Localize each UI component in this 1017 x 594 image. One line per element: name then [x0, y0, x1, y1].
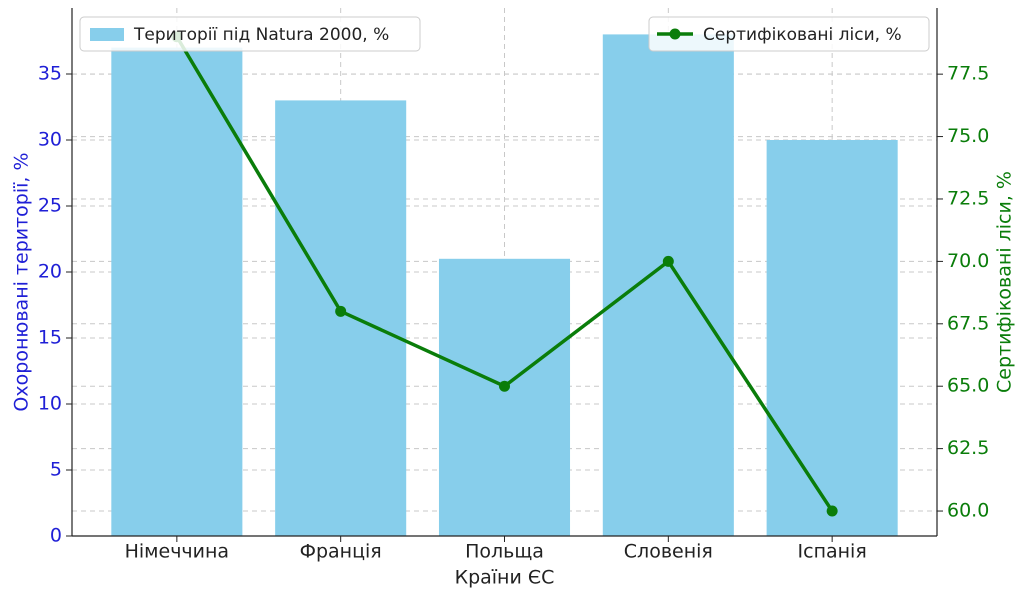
bar [275, 100, 407, 537]
bar [602, 34, 734, 537]
y2-axis-label: Сертифіковані ліси, % [994, 171, 1016, 393]
y-tick-label: 15 [38, 327, 62, 349]
legend-swatch [90, 28, 124, 41]
bar [111, 47, 243, 536]
legend: Сертифіковані ліси, % [648, 16, 930, 52]
y-tick-label: 35 [38, 63, 62, 85]
y2-tick-label: 72.5 [947, 187, 989, 209]
legend-swatch [669, 28, 681, 40]
y-tick-label: 10 [38, 393, 62, 415]
legend: Території під Natura 2000, % [79, 16, 421, 52]
x-tick-label: Словенія [624, 541, 713, 563]
x-tick-label: Франція [300, 541, 382, 563]
y-tick-label: 25 [38, 195, 62, 217]
x-tick-label: Польща [465, 541, 544, 563]
y-axis-label: Охоронювані території, % [11, 152, 33, 411]
x-tick-label: Німеччина [125, 541, 229, 563]
x-axis-label: Країни ЄС [455, 567, 555, 589]
x-tick-label: Іспанія [798, 541, 867, 563]
legend-box [79, 16, 421, 52]
legend-label: Території під Natura 2000, % [133, 25, 389, 45]
point [826, 505, 838, 517]
point [499, 380, 510, 392]
y2-tick-label: 75.0 [947, 125, 989, 147]
y2-tick-label: 67.5 [947, 312, 989, 334]
y-tick-label: 0 [50, 525, 62, 547]
y-tick-label: 5 [50, 459, 62, 481]
y2-tick-label: 60.0 [947, 500, 989, 522]
legend-box [648, 16, 930, 52]
y-tick-label: 30 [38, 129, 62, 151]
bar [766, 140, 898, 536]
legend-label: Сертифіковані ліси, % [703, 25, 902, 45]
y2-tick-label: 65.0 [947, 375, 989, 397]
y2-tick-label: 62.5 [947, 437, 989, 459]
point [335, 305, 347, 317]
y2-tick-label: 70.0 [947, 250, 989, 272]
bar [438, 258, 571, 536]
y2-tick-label: 77.5 [947, 63, 989, 85]
point [662, 255, 674, 267]
y-tick-label: 20 [38, 261, 62, 283]
